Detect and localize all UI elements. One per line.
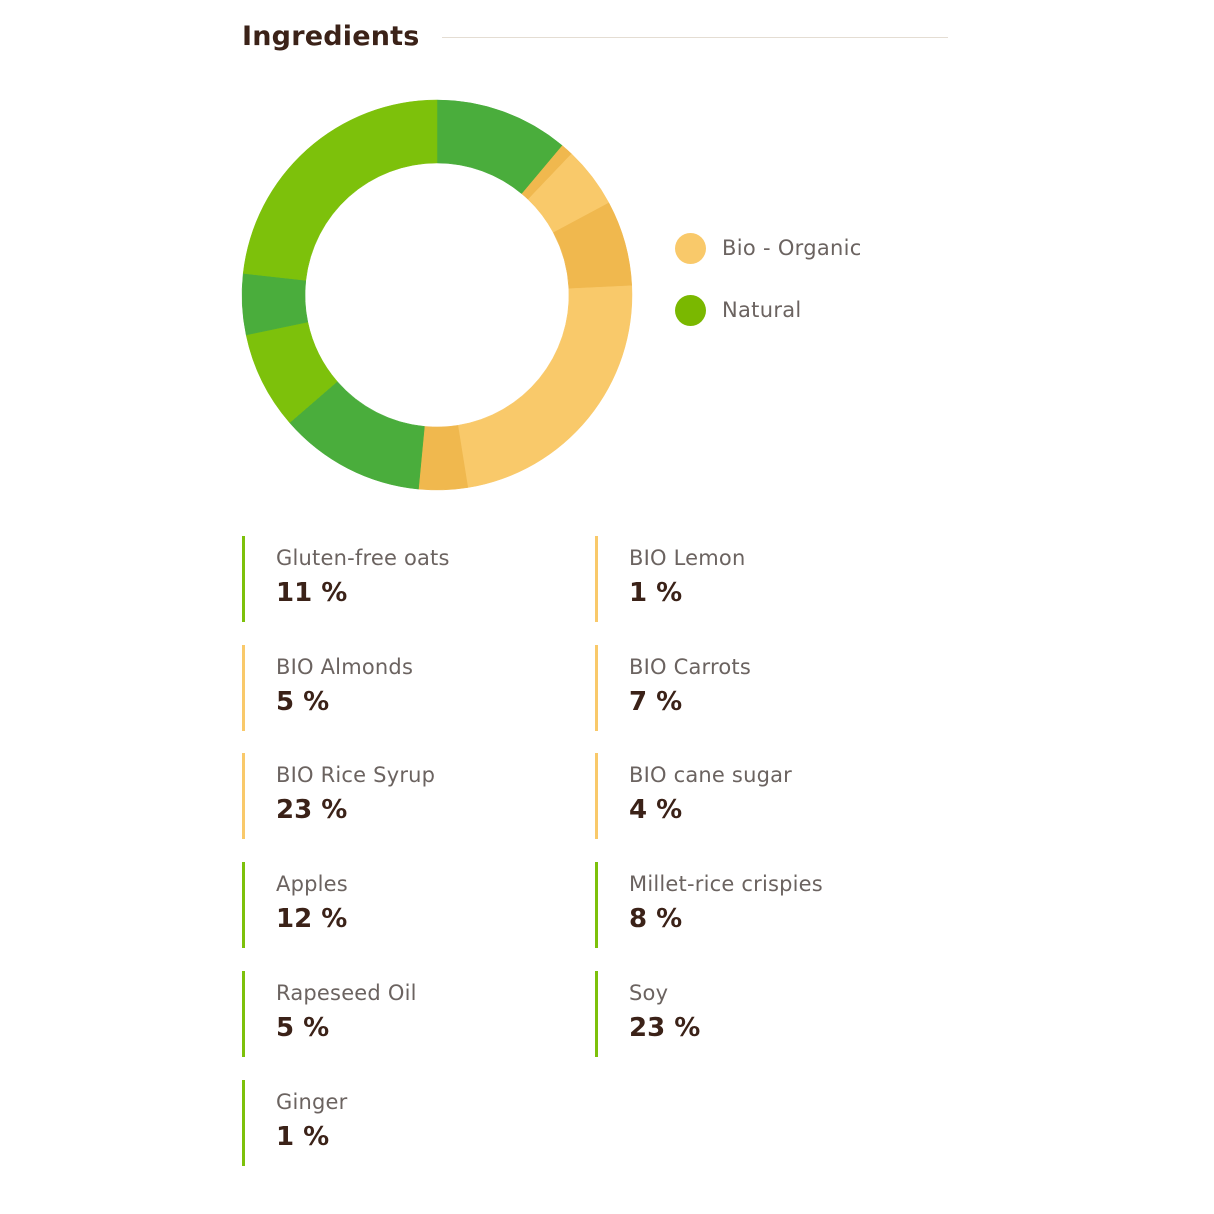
- ingredient-accent-bar: [242, 536, 245, 622]
- donut-svg: [241, 99, 633, 491]
- ingredient-name: Ginger: [276, 1090, 348, 1114]
- ingredient-name: BIO Carrots: [629, 655, 751, 679]
- donut-slice-bio-rice-syrup: [457, 285, 633, 488]
- ingredient-item: Ginger 1 %: [242, 1080, 582, 1166]
- section-header: Ingredients: [242, 18, 948, 58]
- ingredient-percent: 12 %: [276, 904, 348, 934]
- ingredient-accent-bar: [242, 753, 245, 839]
- ingredient-accent-bar: [595, 536, 598, 622]
- ingredient-percent: 23 %: [276, 795, 348, 825]
- legend-item-organic: Bio - Organic: [675, 230, 862, 266]
- legend-label-natural: Natural: [722, 298, 802, 322]
- ingredient-accent-bar: [595, 645, 598, 731]
- section-title: Ingredients: [242, 21, 420, 52]
- ingredient-name: BIO Almonds: [276, 655, 414, 679]
- ingredient-item: BIO Almonds 5 %: [242, 645, 582, 731]
- ingredient-item: Rapeseed Oil 5 %: [242, 971, 582, 1057]
- ingredient-accent-bar: [242, 862, 245, 948]
- ingredient-percent: 1 %: [276, 1122, 330, 1152]
- ingredient-item: BIO Rice Syrup 23 %: [242, 753, 582, 839]
- legend-label-organic: Bio - Organic: [722, 236, 862, 260]
- ingredient-accent-bar: [242, 1080, 245, 1166]
- ingredients-donut-chart: [232, 90, 642, 500]
- ingredient-name: Gluten-free oats: [276, 546, 450, 570]
- ingredient-percent: 5 %: [276, 1013, 330, 1043]
- ingredient-percent: 5 %: [276, 687, 330, 717]
- ingredient-name: Rapeseed Oil: [276, 981, 417, 1005]
- ingredient-item: Soy 23 %: [595, 971, 935, 1057]
- legend-dot-natural: [675, 294, 706, 326]
- ingredient-name: BIO Rice Syrup: [276, 763, 436, 787]
- ingredient-item: BIO Lemon 1 %: [595, 536, 935, 622]
- ingredient-item: Gluten-free oats 11 %: [242, 536, 582, 622]
- legend-item-natural: Natural: [675, 292, 862, 328]
- ingredient-name: Soy: [629, 981, 669, 1005]
- ingredient-accent-bar: [595, 971, 598, 1057]
- ingredient-percent: 4 %: [629, 795, 683, 825]
- ingredient-name: Millet-rice crispies: [629, 872, 823, 896]
- donut-slice-soy: [242, 99, 438, 281]
- ingredient-percent: 7 %: [629, 687, 683, 717]
- ingredient-item: BIO cane sugar 4 %: [595, 753, 935, 839]
- legend-dot-organic: [675, 232, 706, 264]
- ingredient-item: BIO Carrots 7 %: [595, 645, 935, 731]
- chart-legend: Bio - Organic Natural: [675, 230, 862, 354]
- ingredient-accent-bar: [595, 753, 598, 839]
- ingredient-percent: 23 %: [629, 1013, 701, 1043]
- ingredient-percent: 8 %: [629, 904, 683, 934]
- title-divider: [442, 37, 948, 38]
- ingredient-name: BIO cane sugar: [629, 763, 793, 787]
- ingredient-name: BIO Lemon: [629, 546, 746, 570]
- ingredient-item: Apples 12 %: [242, 862, 582, 948]
- ingredient-percent: 11 %: [276, 578, 348, 608]
- ingredient-accent-bar: [242, 645, 245, 731]
- ingredient-accent-bar: [595, 862, 598, 948]
- ingredient-percent: 1 %: [629, 578, 683, 608]
- ingredient-item: Millet-rice crispies 8 %: [595, 862, 935, 948]
- ingredient-name: Apples: [276, 872, 348, 896]
- ingredient-accent-bar: [242, 971, 245, 1057]
